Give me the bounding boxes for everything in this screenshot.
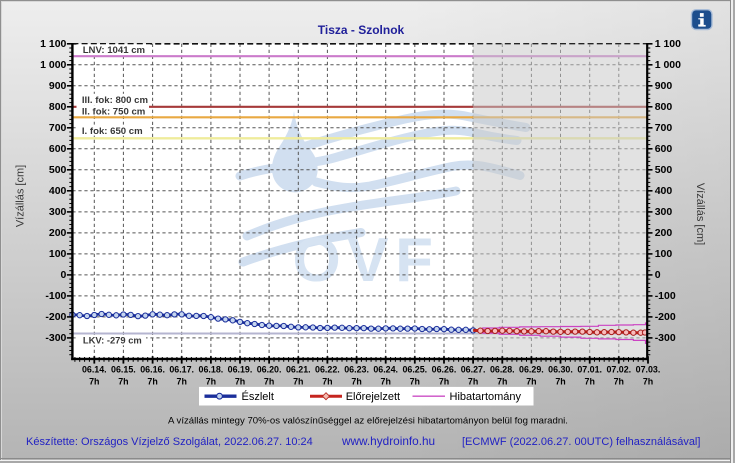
svg-text:06.28.: 06.28. bbox=[490, 365, 515, 375]
svg-text:100: 100 bbox=[655, 248, 673, 260]
svg-text:7h: 7h bbox=[643, 377, 653, 387]
svg-text:7h: 7h bbox=[89, 377, 99, 387]
svg-text:7h: 7h bbox=[235, 377, 245, 387]
svg-text:900: 900 bbox=[655, 80, 673, 92]
svg-text:I. fok: 650 cm: I. fok: 650 cm bbox=[82, 126, 143, 137]
svg-text:Készítette: Országos Vízjelző: Készítette: Országos Vízjelző Szolgálat,… bbox=[26, 436, 313, 448]
svg-text:Észlelt: Észlelt bbox=[242, 390, 274, 403]
svg-text:800: 800 bbox=[655, 101, 673, 113]
svg-text:06.19.: 06.19. bbox=[228, 365, 253, 375]
svg-text:06.25.: 06.25. bbox=[402, 365, 427, 375]
svg-text:7h: 7h bbox=[381, 377, 391, 387]
svg-text:06.17.: 06.17. bbox=[169, 365, 194, 375]
svg-text:7h: 7h bbox=[614, 377, 624, 387]
svg-text:06.22.: 06.22. bbox=[315, 365, 340, 375]
svg-text:0: 0 bbox=[61, 269, 67, 281]
svg-text:7h: 7h bbox=[206, 377, 216, 387]
svg-text:06.14.: 06.14. bbox=[82, 365, 107, 375]
svg-text:06.27.: 06.27. bbox=[461, 365, 486, 375]
svg-text:06.29.: 06.29. bbox=[519, 365, 544, 375]
svg-text:7h: 7h bbox=[410, 377, 420, 387]
svg-text:[ECMWF (2022.06.27. 00UTC) fel: [ECMWF (2022.06.27. 00UTC) felhasználásá… bbox=[462, 436, 700, 448]
svg-text:07.02.: 07.02. bbox=[606, 365, 631, 375]
svg-text:600: 600 bbox=[655, 143, 673, 155]
svg-text:LNV: 1041 cm: LNV: 1041 cm bbox=[83, 45, 145, 56]
svg-text:400: 400 bbox=[49, 185, 67, 197]
svg-text:7h: 7h bbox=[293, 377, 303, 387]
svg-text:06.21.: 06.21. bbox=[286, 365, 311, 375]
svg-text:600: 600 bbox=[49, 143, 67, 155]
svg-text:II. fok: 750 cm: II. fok: 750 cm bbox=[82, 107, 145, 118]
svg-text:7h: 7h bbox=[468, 377, 478, 387]
svg-text:7h: 7h bbox=[322, 377, 332, 387]
svg-text:400: 400 bbox=[655, 185, 673, 197]
svg-text:7h: 7h bbox=[585, 377, 595, 387]
svg-text:1 000: 1 000 bbox=[655, 59, 681, 71]
svg-text:7h: 7h bbox=[264, 377, 274, 387]
svg-text:Vízállás [cm]: Vízállás [cm] bbox=[15, 165, 27, 227]
svg-text:7h: 7h bbox=[497, 377, 507, 387]
svg-text:900: 900 bbox=[49, 80, 67, 92]
svg-text:7h: 7h bbox=[439, 377, 449, 387]
svg-text:-200: -200 bbox=[655, 311, 676, 323]
svg-text:700: 700 bbox=[49, 122, 67, 134]
svg-text:06.24.: 06.24. bbox=[373, 365, 398, 375]
svg-text:Vízállás [cm]: Vízállás [cm] bbox=[694, 183, 706, 245]
svg-text:06.20.: 06.20. bbox=[257, 365, 282, 375]
svg-text:1 000: 1 000 bbox=[40, 59, 66, 71]
svg-text:200: 200 bbox=[49, 227, 67, 239]
svg-text:1 100: 1 100 bbox=[40, 38, 66, 50]
svg-text:Tisza - Szolnok: Tisza - Szolnok bbox=[318, 23, 405, 37]
svg-text:www.hydroinfo.hu: www.hydroinfo.hu bbox=[341, 434, 435, 448]
svg-text:LKV: -279 cm: LKV: -279 cm bbox=[83, 335, 142, 346]
svg-text:7h: 7h bbox=[526, 377, 536, 387]
svg-text:OVF: OVF bbox=[293, 226, 440, 295]
svg-text:7h: 7h bbox=[351, 377, 361, 387]
svg-text:-100: -100 bbox=[655, 290, 676, 302]
svg-text:06.15.: 06.15. bbox=[111, 365, 136, 375]
svg-text:300: 300 bbox=[49, 206, 67, 218]
svg-text:-100: -100 bbox=[45, 290, 66, 302]
svg-text:7h: 7h bbox=[177, 377, 187, 387]
svg-text:06.30.: 06.30. bbox=[548, 365, 573, 375]
svg-text:A vízállás mintegy 70%-os való: A vízállás mintegy 70%-os valószínűségge… bbox=[168, 416, 568, 427]
svg-text:100: 100 bbox=[49, 248, 67, 260]
svg-text:700: 700 bbox=[655, 122, 673, 134]
svg-text:1 100: 1 100 bbox=[655, 38, 681, 50]
svg-text:500: 500 bbox=[655, 164, 673, 176]
svg-text:Hibatartomány: Hibatartomány bbox=[450, 391, 522, 403]
svg-text:0: 0 bbox=[655, 269, 661, 281]
svg-text:06.23.: 06.23. bbox=[344, 365, 369, 375]
svg-text:7h: 7h bbox=[555, 377, 565, 387]
svg-text:06.16.: 06.16. bbox=[140, 365, 165, 375]
svg-text:200: 200 bbox=[655, 227, 673, 239]
svg-text:-300: -300 bbox=[655, 332, 676, 344]
svg-text:07.01.: 07.01. bbox=[577, 365, 602, 375]
svg-text:-300: -300 bbox=[45, 332, 66, 344]
svg-text:07.03.: 07.03. bbox=[636, 365, 661, 375]
svg-text:06.18.: 06.18. bbox=[199, 365, 224, 375]
svg-text:500: 500 bbox=[49, 164, 67, 176]
svg-text:7h: 7h bbox=[147, 377, 157, 387]
svg-text:III. fok: 800 cm: III. fok: 800 cm bbox=[82, 95, 148, 106]
svg-text:7h: 7h bbox=[118, 377, 128, 387]
svg-text:800: 800 bbox=[49, 101, 67, 113]
svg-text:300: 300 bbox=[655, 206, 673, 218]
svg-text:Előrejelzett: Előrejelzett bbox=[346, 391, 400, 403]
svg-text:06.26.: 06.26. bbox=[432, 365, 457, 375]
svg-text:-200: -200 bbox=[45, 311, 66, 323]
